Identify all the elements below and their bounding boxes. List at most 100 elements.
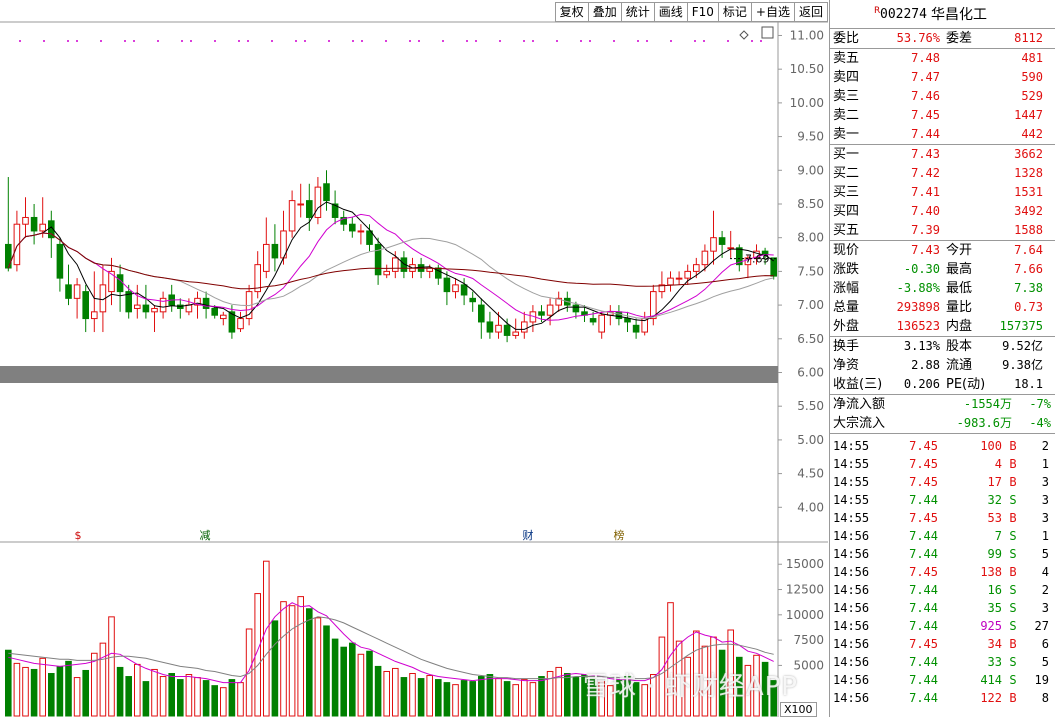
toolbar-mark-button[interactable]: 标记 [718,2,752,22]
candle-body [151,307,158,313]
candle-body [503,324,511,336]
tick-row: 14:56 7.45 34 B 6 [830,635,1055,653]
tick-row: 14:55 7.45 17 B 3 [830,473,1055,491]
candle-body [572,304,580,313]
volume-bar [392,667,399,717]
volume-bar [546,670,554,717]
tick-time: 14:55 [833,511,870,525]
volume-ma2-line [8,616,774,680]
signal-dot [580,40,582,42]
volume-bar [693,630,700,717]
toolbar-restore-rights-button[interactable]: 复权 [554,2,589,22]
volume-bar [245,628,253,717]
tick-volume: 7 [994,529,1002,543]
signal-dot [124,40,126,42]
candle-body [512,331,519,336]
candle-body [383,270,390,276]
signal-dot [190,40,192,42]
signal-dot [409,40,411,42]
fundamental-value-2: 9.38亿 [1002,358,1043,372]
candle-body [693,264,700,272]
chart-toolbar: 复权 叠加 统计 画线 F10 标记 +自选 返回 [554,2,828,22]
quote-label: 涨幅 [833,281,860,296]
signal-dot [475,40,477,42]
tick-list[interactable]: 14:55 7.45 100 B 2 14:55 7.45 4 B 1 14:55 7.45 17 B 3 1… [830,434,1055,707]
toolbar-add-watchlist-button[interactable]: +自选 [751,2,795,22]
bids-price: 7.43 [911,147,940,161]
toolbar-overlay-button[interactable]: 叠加 [588,2,622,22]
tick-volume: 35 [987,601,1002,615]
volume-bar [710,636,717,717]
tick-count: 6 [1041,637,1049,651]
tick-side: S [1009,547,1017,561]
candle-body [56,243,64,279]
gap-band [0,366,778,383]
candle-body [736,247,743,266]
signal-dot [133,40,135,42]
ask-book: 卖五 7.48 481 卖四 7.47 590 卖三 7.46 529 卖二 7.45 1447 卖一 7… [830,49,1055,145]
price-tick-label: 9.50 [797,130,824,144]
volume-bar [753,654,760,717]
quote-value: -0.30 [903,262,940,276]
tick-time: 14:55 [833,439,870,453]
volume-bar [727,629,734,717]
volume-bar [555,666,562,717]
volume-bar [91,652,98,717]
candle-body [288,200,296,232]
candle-body [366,230,373,245]
volume-bar [314,617,322,717]
volume-bar [632,682,640,717]
fundamental-value: 2.88 [911,358,940,372]
candle-body [159,297,167,313]
volume-bar [460,680,468,717]
toolbar-f10-button[interactable]: F10 [687,2,719,22]
chart-area[interactable]: 11.00 10.50 10.00 9.50 9.00 8.50 8.00 7.50 7.00 6… [0,0,828,717]
candle-body [271,243,279,259]
asks-row: 卖三 7.46 529 [830,87,1055,106]
signal-dot [67,40,69,42]
signal-dot [523,40,525,42]
tick-price: 7.45 [909,457,938,471]
volume-bar [211,685,218,717]
volume-bar [658,636,666,717]
volume-bar [366,650,373,717]
volume-bar [202,680,210,717]
price-tick-label: 6.00 [797,365,824,379]
candle-body [675,277,683,280]
volume-bar [426,675,433,717]
bids-label: 买一 [833,147,860,162]
volume-bar [744,664,752,717]
signal-dot [466,40,468,42]
quote-stats: 现价 7.43 今开 7.64 涨跌 -0.30 最高 7.66 涨幅 -3.88% 最低 7.38 总… [830,241,1055,337]
quote-row: 总量 293898 量比 0.73 [830,298,1055,317]
price-tick-label: 8.00 [797,231,824,245]
candle-body [392,257,399,272]
bids-price: 7.39 [911,223,940,237]
volume-bar [280,601,287,717]
toolbar-draw-line-button[interactable]: 画线 [654,2,688,22]
quote-label-2: 内盘 [946,319,973,334]
tick-count: 5 [1041,547,1049,561]
candle-body [546,304,554,316]
asks-price: 7.45 [911,108,940,122]
kline-chart[interactable]: 11.00 10.50 10.00 9.50 9.00 8.50 8.00 7.50 7.00 6… [0,0,828,717]
signal-dot [76,40,78,42]
volume-bar [607,685,614,717]
tick-volume: 99 [987,547,1002,561]
ma10-line [7,213,774,321]
asks-volume: 481 [1021,51,1043,65]
tick-price: 7.45 [909,475,938,489]
signal-dot [304,40,306,42]
volume-bar [374,665,382,717]
volume-bar [237,682,244,717]
stock-code: 002274 [880,6,927,22]
signal-dot [361,40,363,42]
tick-price: 7.44 [909,619,938,633]
tick-row: 14:55 7.45 53 B 3 [830,509,1055,527]
toolbar-statistics-button[interactable]: 统计 [621,2,655,22]
tick-time: 14:56 [833,547,870,561]
toolbar-back-button[interactable]: 返回 [794,2,828,22]
candle-body [263,243,270,272]
volume-bar [417,678,425,717]
price-tick-label: 5.00 [797,433,824,447]
